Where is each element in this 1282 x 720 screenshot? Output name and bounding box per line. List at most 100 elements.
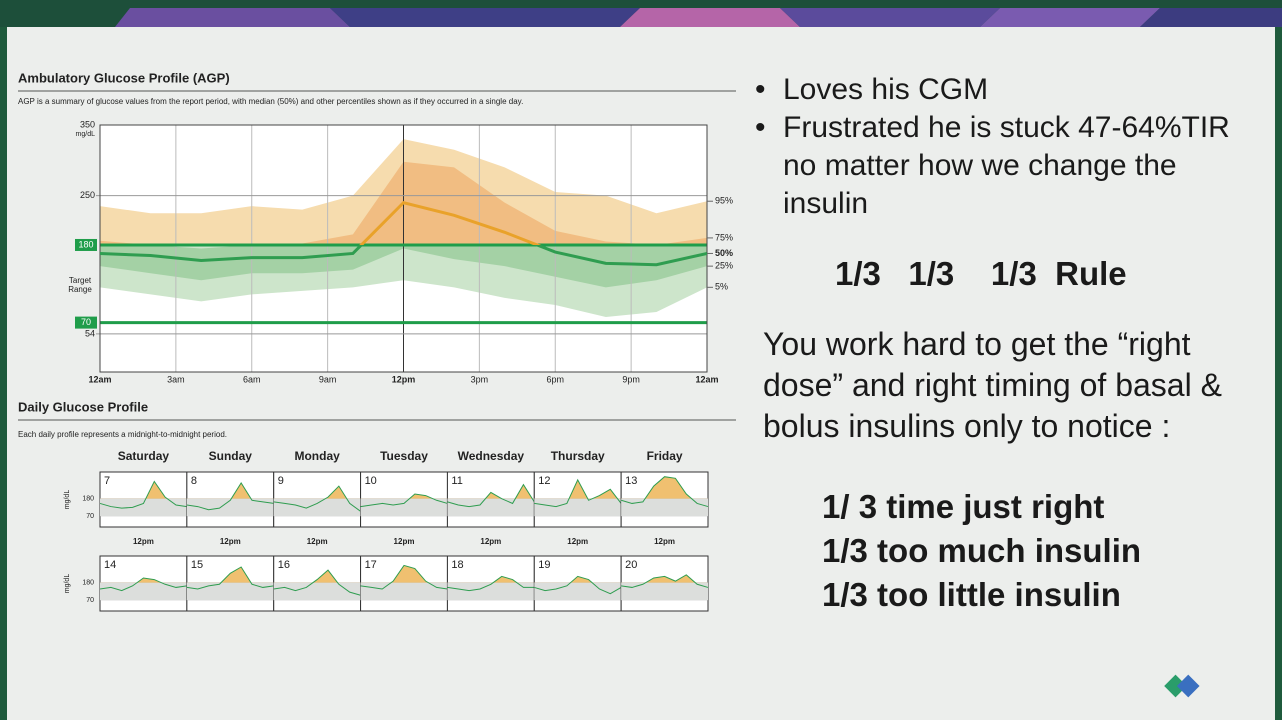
midday-label: 12pm	[480, 537, 501, 546]
target-tag	[75, 316, 97, 329]
glucose-line	[186, 566, 274, 590]
target-range	[360, 498, 448, 516]
y-tick-label: 70	[81, 317, 91, 327]
target-range	[186, 582, 274, 600]
x-tick-label: 12pm	[392, 374, 416, 384]
y-tick-label: 54	[85, 328, 95, 338]
day-label: 20	[625, 559, 637, 571]
day-label: 14	[104, 559, 116, 571]
day-label: 10	[365, 475, 377, 487]
target-range	[100, 498, 187, 516]
y-tick-label: 350	[80, 119, 95, 129]
day-label: 7	[104, 475, 110, 487]
weekday-label: Monday	[294, 449, 340, 463]
glucose-line	[447, 483, 535, 508]
agp-title: Ambulatory Glucose Profile (AGP)	[18, 70, 230, 85]
midday-label: 12pm	[307, 537, 328, 546]
y-unit: mg/dL	[64, 490, 71, 510]
target-range	[621, 582, 708, 600]
weekday-label: Saturday	[118, 449, 170, 463]
glucose-line	[621, 574, 709, 588]
outcome: 1/3 too much insulin	[822, 532, 1142, 569]
target-range	[534, 582, 622, 600]
high-area	[485, 484, 533, 499]
y-unit: mg/dL	[64, 574, 71, 594]
glucose-line	[534, 478, 622, 508]
day-label: 16	[278, 559, 290, 571]
day-label: 11	[451, 475, 462, 487]
high-area	[325, 486, 347, 499]
target-tag	[75, 238, 97, 251]
target-range	[273, 582, 361, 600]
target-range	[273, 498, 361, 516]
target-range	[534, 498, 622, 516]
x-tick-label: 12am	[695, 374, 718, 384]
logo	[1164, 674, 1200, 698]
banner-stripe	[980, 8, 1160, 27]
top-banner	[0, 0, 1282, 27]
midday-label: 12pm	[654, 537, 675, 546]
high-area	[409, 494, 433, 499]
target-range	[447, 582, 535, 600]
agp-subtitle: AGP is a summary of glucose values from …	[18, 97, 523, 106]
high-area	[569, 479, 618, 499]
day-label: 17	[365, 559, 377, 571]
weekday-label: Friday	[647, 449, 683, 463]
y-tick-label: 250	[80, 190, 95, 200]
target-range	[621, 498, 708, 516]
banner-stripe	[115, 8, 350, 27]
y-tick-label: 180	[78, 239, 93, 249]
bullet: Frustrated he is stuck 47-64%TIR no matt…	[755, 109, 1253, 223]
y-tick-label: 70	[86, 597, 94, 604]
banner-stripe	[780, 8, 1000, 27]
midday-label: 12pm	[394, 537, 415, 546]
target-range	[447, 498, 535, 516]
outcome: 1/ 3 time just right	[822, 488, 1105, 525]
rule-heading: 1/3 1/3 1/3 Rule	[835, 255, 1127, 292]
bullet-list: Loves his CGM Frustrated he is stuck 47-…	[755, 71, 1275, 223]
median-line	[100, 244, 707, 267]
glucose-line	[273, 485, 361, 512]
target-label: Target	[69, 276, 92, 285]
outcome-list: 1/ 3 time just right 1/3 too much insuli…	[822, 485, 1141, 617]
glucose-line	[360, 564, 448, 590]
day-label: 19	[538, 559, 550, 571]
x-tick-label: 12am	[88, 374, 111, 384]
glucose-line	[186, 482, 274, 511]
glucose-line	[447, 575, 535, 592]
target-range	[100, 582, 187, 600]
glucose-line	[360, 493, 448, 508]
day-label: 18	[451, 559, 463, 571]
weekday-label: Tuesday	[380, 449, 428, 463]
y-tick-label: 70	[86, 513, 94, 520]
high-area	[145, 481, 168, 499]
day-label: 8	[191, 475, 197, 487]
weekday-label: Thursday	[551, 449, 605, 463]
y-tick-label: 180	[82, 580, 94, 587]
median-line	[359, 200, 542, 245]
high-area	[645, 476, 692, 499]
banner-stripe	[330, 8, 640, 27]
midday-label: 12pm	[220, 537, 241, 546]
day-label: 9	[278, 475, 284, 487]
weekday-label: Wednesday	[458, 449, 525, 463]
logo-diamond	[1176, 674, 1200, 698]
x-tick-label: 9am	[319, 374, 337, 384]
glucose-line	[273, 569, 361, 596]
day-label: 12	[538, 475, 550, 487]
weekday-label: Sunday	[209, 449, 253, 463]
y-tick-label: 180	[82, 496, 94, 503]
midday-label: 12pm	[567, 537, 588, 546]
banner-stripe	[1140, 8, 1282, 27]
target-range	[186, 498, 274, 516]
legend-label: 75%	[715, 232, 733, 242]
daily-title: Daily Glucose Profile	[18, 399, 148, 414]
legend-label: 50%	[715, 248, 733, 258]
legend-label: 25%	[715, 261, 733, 271]
day-label: 15	[191, 559, 203, 571]
glucose-line	[99, 577, 187, 592]
legend-label: 5%	[715, 282, 728, 292]
x-tick-label: 6am	[243, 374, 261, 384]
